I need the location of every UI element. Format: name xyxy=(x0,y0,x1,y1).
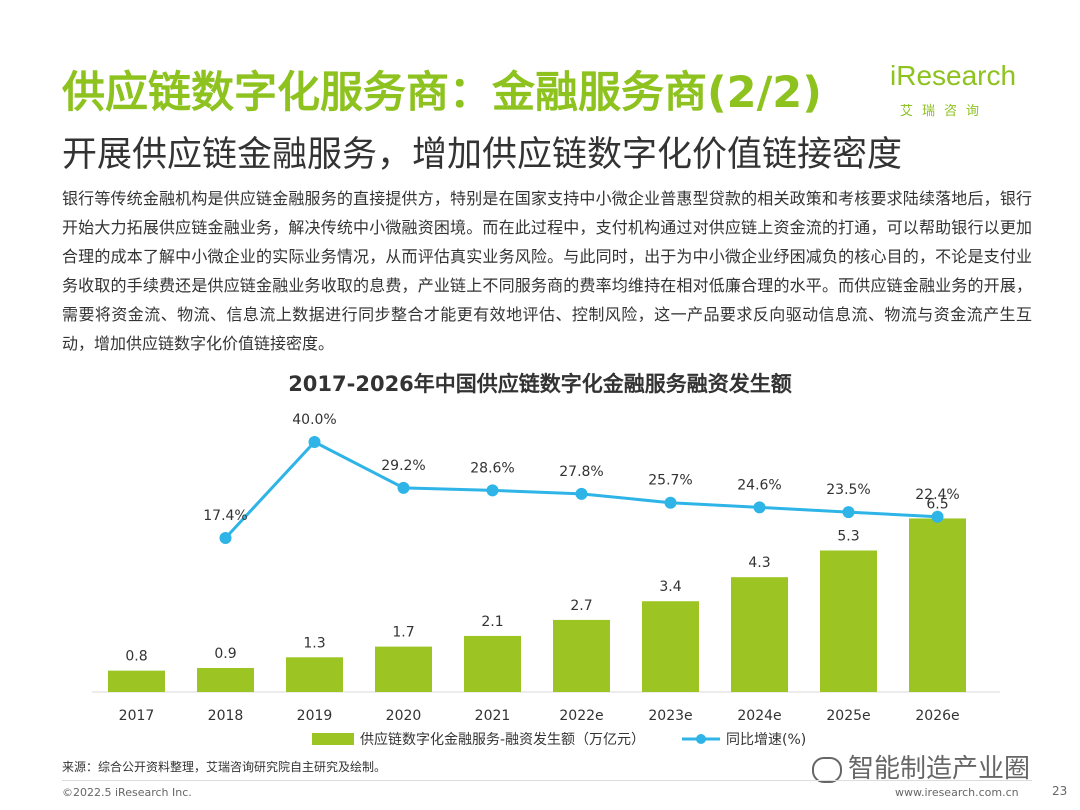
x-tick-2023e: 2023e xyxy=(648,708,692,724)
x-tick-2017: 2017 xyxy=(119,708,155,724)
bar-2024e xyxy=(731,577,788,692)
x-tick-2021: 2021 xyxy=(475,708,511,724)
growth-label-2024e: 24.6% xyxy=(737,477,781,493)
x-tick-2019: 2019 xyxy=(297,708,333,724)
growth-point-2025e xyxy=(842,506,855,519)
x-tick-2026e: 2026e xyxy=(915,708,959,724)
page-title: 供应链数字化服务商：金融服务商(2/2) xyxy=(62,68,822,118)
growth-label-2020: 29.2% xyxy=(381,458,425,474)
bar-label-2022e: 2.7 xyxy=(570,598,592,614)
bar-2022e xyxy=(553,619,610,692)
wechat-icon xyxy=(812,756,842,783)
growth-label-2018: 17.4% xyxy=(203,508,247,524)
bar-label-2026e: 6.5 xyxy=(926,496,948,512)
financing-chart: 0.8 2017 0.9 2018 1.3 2019 1.7 2020 2.1 2021 2.7 20… xyxy=(92,412,1000,748)
growth-point-2023e xyxy=(664,496,677,509)
copyright: ©2022.5 iResearch Inc. xyxy=(62,786,192,799)
growth-point-2018 xyxy=(219,532,232,544)
bar-2025e xyxy=(820,550,877,692)
source-note: 来源：综合公开资料整理，艾瑞咨询研究院自主研究及绘制。 xyxy=(62,760,387,774)
chart-title: 2017-2026年中国供应链数字化金融服务融资发生额 xyxy=(288,372,792,396)
growth-point-2020 xyxy=(397,481,410,494)
growth-point-2022e xyxy=(575,487,588,500)
footer-divider xyxy=(62,780,1032,781)
growth-label-2026e: 22.4% xyxy=(915,487,959,503)
logo-sub-text: 艾瑞咨询 xyxy=(900,104,989,119)
logo-main-text: iResearch xyxy=(890,60,1017,91)
growth-point-2024e xyxy=(753,501,766,514)
growth-label-2023e: 25.7% xyxy=(648,473,692,489)
bar-label-2020: 1.7 xyxy=(392,625,414,641)
body-paragraph: 银行等传统金融机构是供应链金融服务的直接提供方，特别是在国家支持中小微企业普惠型… xyxy=(62,189,1032,353)
growth-point-2026e xyxy=(931,510,944,523)
bar-2023e xyxy=(642,601,699,692)
iresearch-logo: iResearch 艾瑞咨询 xyxy=(890,60,1030,124)
bar-label-2019: 1.3 xyxy=(303,635,325,651)
page-number: 23 xyxy=(1052,784,1068,798)
bar-label-2017: 0.8 xyxy=(125,649,147,665)
bar-2017 xyxy=(108,670,165,692)
bar-label-2025e: 5.3 xyxy=(837,528,859,544)
growth-label-2021: 28.6% xyxy=(470,460,514,476)
x-tick-2020: 2020 xyxy=(386,708,422,724)
watermark: 智能制造产业圈 xyxy=(812,748,1030,785)
x-tick-2018: 2018 xyxy=(208,708,244,724)
bar-2019 xyxy=(286,657,343,692)
growth-point-2019 xyxy=(308,436,321,448)
legend-line-label: 同比增速(%) xyxy=(726,732,806,748)
bar-label-2023e: 3.4 xyxy=(659,579,681,595)
legend-bar-label: 供应链数字化金融服务-融资发生额（万亿元） xyxy=(360,731,645,748)
legend-line-marker xyxy=(696,734,706,744)
bar-label-2024e: 4.3 xyxy=(748,555,770,571)
x-tick-2025e: 2025e xyxy=(826,708,870,724)
growth-point-2021 xyxy=(486,484,499,497)
bar-2018 xyxy=(197,667,254,692)
legend-bar-swatch xyxy=(312,733,354,745)
bar-label-2021: 2.1 xyxy=(481,614,503,630)
x-tick-2022e: 2022e xyxy=(559,708,603,724)
growth-label-2025e: 23.5% xyxy=(826,482,870,498)
bar-2026e xyxy=(909,518,966,692)
page-subtitle: 开展供应链金融服务，增加供应链数字化价值链接密度 xyxy=(62,135,903,175)
growth-label-2019: 40.0% xyxy=(292,412,336,428)
website-link[interactable]: www.iresearch.com.cn xyxy=(895,786,1019,799)
bar-2020 xyxy=(375,646,432,692)
bar-2021 xyxy=(464,635,521,692)
x-tick-2024e: 2024e xyxy=(737,708,781,724)
growth-label-2022e: 27.8% xyxy=(559,464,603,480)
watermark-text: 智能制造产业圈 xyxy=(848,754,1031,784)
bar-label-2018: 0.9 xyxy=(214,646,236,662)
